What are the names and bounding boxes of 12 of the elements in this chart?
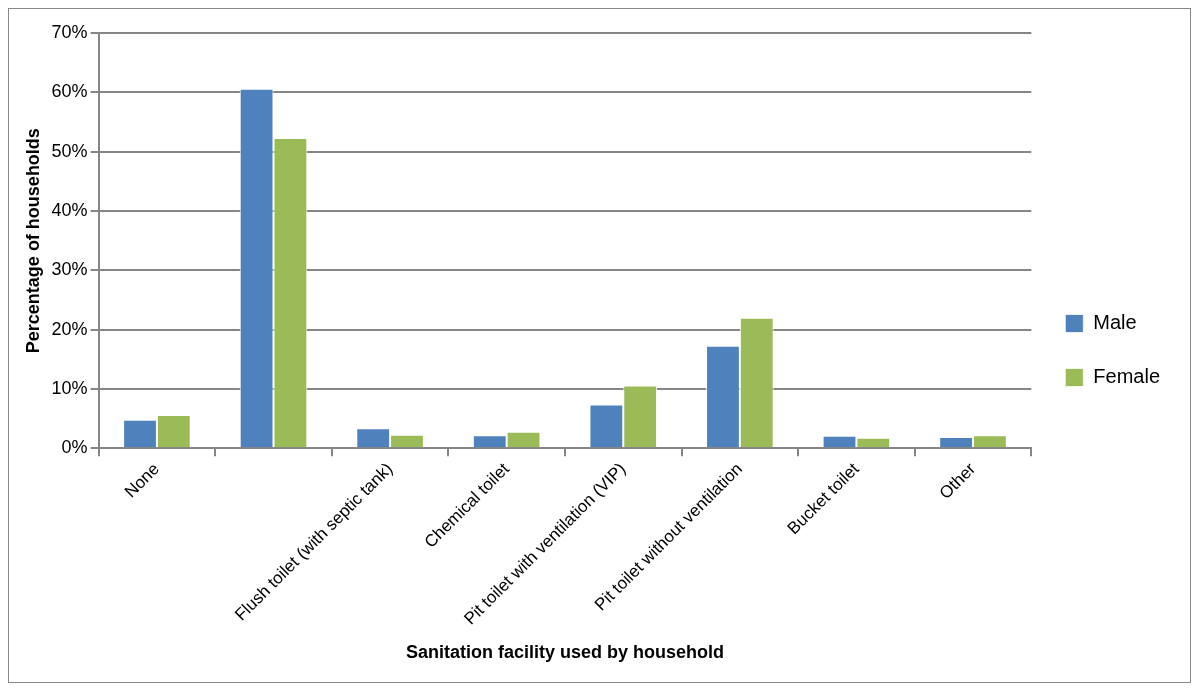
- y-tick-label: 40%: [51, 199, 88, 220]
- legend-label: Male: [1093, 311, 1137, 334]
- y-tick-label: 60%: [51, 81, 88, 102]
- y-tick-label: 30%: [51, 259, 88, 280]
- y-tick-label: 50%: [51, 140, 88, 161]
- y-tick-label: 20%: [51, 318, 88, 339]
- x-axis-title: Sanitation facility used by household: [405, 642, 724, 663]
- y-axis-title: Percentage of households: [22, 128, 43, 354]
- y-tick-label: 70%: [51, 21, 88, 42]
- y-tick-label: 0%: [61, 437, 88, 458]
- legend-label: Female: [1093, 365, 1161, 388]
- y-tick-label: 10%: [51, 377, 88, 398]
